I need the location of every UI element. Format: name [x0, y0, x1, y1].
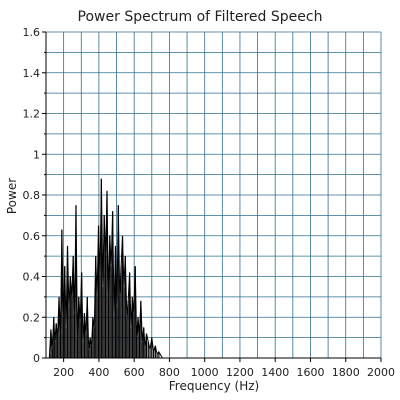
y-tick-label: 0.8 [23, 189, 41, 202]
y-tick-label: 0.2 [23, 311, 41, 324]
y-tick-label: 0.6 [23, 230, 41, 243]
y-axis-label: Power [5, 178, 19, 214]
axes [42, 31, 382, 362]
y-tick-label: 1.2 [23, 108, 41, 121]
x-axis-label: Frequency (Hz) [169, 379, 260, 393]
y-tick-label: 1 [33, 148, 40, 161]
x-tick-label: 1600 [296, 366, 324, 379]
plot-area [48, 178, 163, 359]
x-tick-label: 1800 [332, 366, 360, 379]
tick-labels: 200 400 600 800 1000 1200 1400 1600 1800 2000 0 0.2… [23, 26, 396, 379]
x-tick-label: 1400 [261, 366, 289, 379]
x-tick-label: 600 [124, 366, 145, 379]
y-tick-label: 0.4 [23, 271, 41, 284]
grid [45, 31, 382, 359]
y-tick-label: 0 [33, 352, 40, 365]
y-tick-label: 1.4 [23, 67, 41, 80]
x-tick-label: 1000 [191, 366, 219, 379]
y-tick-label: 1.6 [23, 26, 41, 39]
x-tick-label: 800 [159, 366, 180, 379]
x-tick-label: 400 [88, 366, 109, 379]
x-tick-label: 200 [53, 366, 74, 379]
x-tick-label: 2000 [367, 366, 395, 379]
chart-title: Power Spectrum of Filtered Speech [78, 9, 323, 25]
x-tick-label: 1200 [226, 366, 254, 379]
